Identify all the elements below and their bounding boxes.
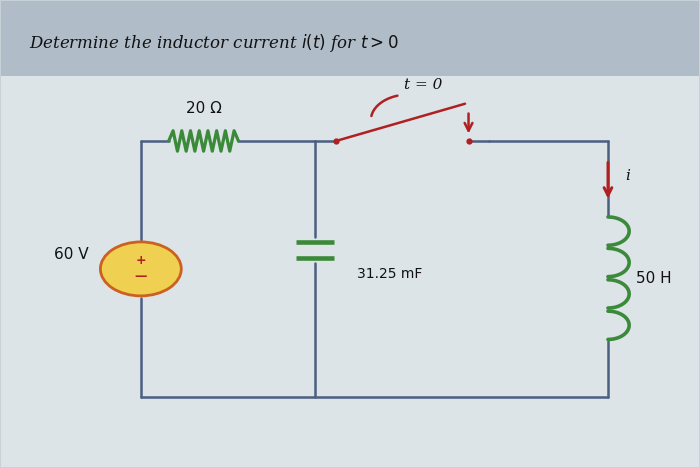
Text: +: + [136, 254, 146, 267]
Text: —: — [134, 270, 147, 283]
FancyBboxPatch shape [1, 1, 699, 76]
Text: 60 V: 60 V [54, 248, 88, 263]
Circle shape [100, 242, 181, 296]
Text: t = 0: t = 0 [404, 78, 442, 92]
Text: Determine the inductor current $i(t)$ for $t > 0$: Determine the inductor current $i(t)$ fo… [29, 32, 399, 54]
Text: 50 H: 50 H [636, 271, 671, 285]
Text: i: i [625, 169, 630, 183]
Text: 20 Ω: 20 Ω [186, 101, 221, 116]
Text: 31.25 mF: 31.25 mF [357, 267, 422, 280]
